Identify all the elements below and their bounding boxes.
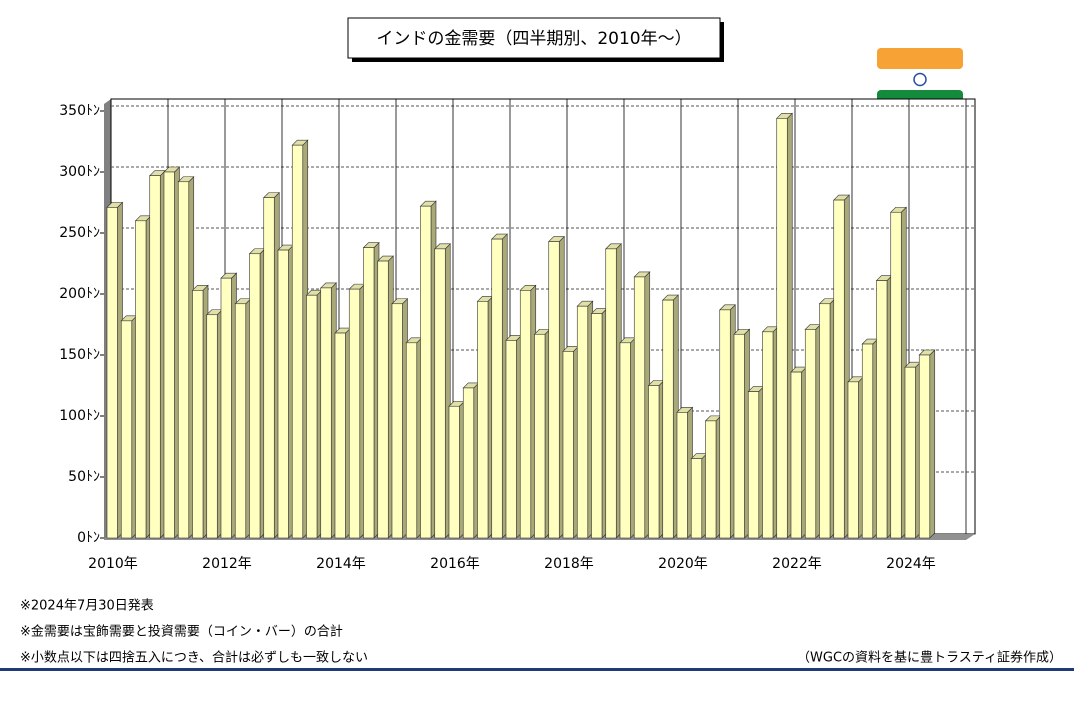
bar-side xyxy=(929,349,936,539)
bar xyxy=(391,303,403,539)
bar xyxy=(619,342,631,539)
bar xyxy=(491,238,503,539)
bar xyxy=(705,420,717,539)
bar xyxy=(348,288,361,539)
x-tick-label: 2020年 xyxy=(658,556,708,572)
bar xyxy=(149,175,161,539)
bar xyxy=(477,301,489,539)
y-tick-label: 200ﾄﾝ xyxy=(59,286,100,302)
bar xyxy=(847,381,859,539)
bar xyxy=(306,294,318,539)
bar xyxy=(861,343,874,539)
bar xyxy=(762,331,774,539)
bar xyxy=(890,211,902,539)
bar xyxy=(363,247,375,539)
y-tick-label: 50ﾄﾝ xyxy=(68,469,100,485)
chart-title: インドの金需要（四半期別、2010年～） xyxy=(376,29,691,49)
bar xyxy=(263,197,275,539)
bar xyxy=(833,199,845,539)
x-tick-label: 2024年 xyxy=(886,556,936,572)
bar xyxy=(434,248,446,539)
bar xyxy=(662,299,674,539)
bar xyxy=(676,412,688,539)
bar xyxy=(420,205,432,539)
bar xyxy=(448,405,460,539)
y-tick-label: 350ﾄﾝ xyxy=(59,103,100,119)
y-tick-label: 0ﾄﾝ xyxy=(77,530,100,546)
bar xyxy=(291,144,304,539)
bar xyxy=(591,313,603,539)
y-tick-label: 250ﾄﾝ xyxy=(59,225,100,241)
bar xyxy=(519,290,532,539)
bar xyxy=(505,340,517,539)
y-tick-label: 100ﾄﾝ xyxy=(59,408,100,424)
bar xyxy=(733,333,745,539)
bar xyxy=(747,391,760,539)
bar xyxy=(534,333,546,539)
bar xyxy=(249,253,261,539)
x-tick-label: 2018年 xyxy=(544,556,594,572)
bar xyxy=(277,249,289,539)
bar xyxy=(220,277,232,539)
bar xyxy=(405,342,418,539)
bar xyxy=(648,385,660,539)
bar xyxy=(804,329,817,539)
bar xyxy=(120,320,133,539)
bar xyxy=(576,305,589,539)
title-box xyxy=(347,17,721,59)
source: （WGCの資料を基に豊トラスティ証券作成） xyxy=(797,650,1062,666)
y-tick-label: 150ﾄﾝ xyxy=(59,347,100,363)
bar xyxy=(106,207,118,539)
bar xyxy=(377,260,389,539)
bar xyxy=(192,290,204,539)
bar xyxy=(918,354,931,539)
x-tick-label: 2022年 xyxy=(772,556,822,572)
bar xyxy=(548,241,560,539)
bar xyxy=(876,280,888,539)
bar xyxy=(819,303,831,539)
bar xyxy=(234,303,247,539)
bar xyxy=(904,366,916,539)
note: ※小数点以下は四捨五入につき、合計は必ずしも一致しない xyxy=(20,650,368,666)
bar xyxy=(334,332,346,539)
bar xyxy=(719,309,731,539)
bar xyxy=(605,248,617,539)
bar xyxy=(206,314,218,539)
x-tick-label: 2010年 xyxy=(88,556,138,572)
bar xyxy=(562,351,574,539)
bar xyxy=(320,287,332,539)
footer-line xyxy=(0,668,1074,671)
x-tick-label: 2016年 xyxy=(430,556,480,572)
bar xyxy=(690,458,703,539)
bar xyxy=(633,276,646,539)
bar xyxy=(177,181,190,539)
bar xyxy=(776,118,788,539)
x-tick-label: 2014年 xyxy=(316,556,366,572)
note: ※2024年7月30日発表 xyxy=(20,599,154,614)
bar xyxy=(462,387,475,539)
note: ※金需要は宝飾需要と投資需要（コイン・バー）の合計 xyxy=(20,624,343,640)
bar xyxy=(135,220,147,539)
bar xyxy=(163,171,175,539)
bar xyxy=(790,371,802,539)
x-tick-label: 2012年 xyxy=(202,556,252,572)
y-tick-label: 300ﾄﾝ xyxy=(59,164,100,180)
